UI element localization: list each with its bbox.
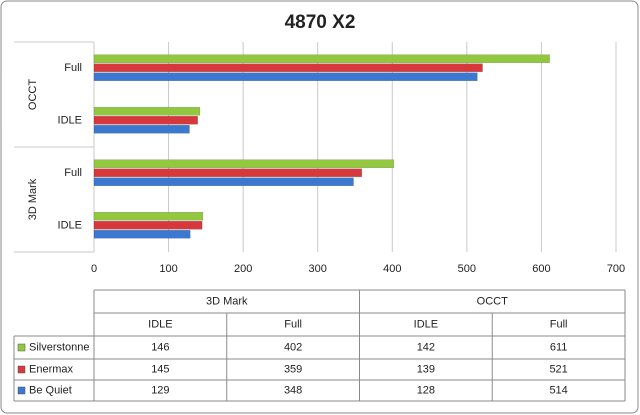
legend-label: Enermax [29, 363, 74, 375]
bar [93, 177, 354, 186]
table-value: 521 [549, 363, 567, 375]
x-tick-label: 400 [383, 263, 401, 275]
table-value: 145 [151, 363, 169, 375]
table-value: 402 [284, 341, 302, 353]
bar [93, 116, 198, 125]
table-value: 146 [151, 341, 169, 353]
x-tick-label: 200 [234, 263, 252, 275]
table-group-header: OCCT [477, 295, 508, 307]
x-tick-label: 600 [532, 263, 550, 275]
chart-title: 4870 X2 [285, 12, 356, 33]
category-label: IDLE [58, 220, 82, 232]
table-value: 348 [284, 384, 302, 396]
legend-key [17, 365, 26, 374]
table-category-header: Full [284, 318, 302, 330]
bar [93, 230, 191, 239]
table-value: 359 [284, 363, 302, 375]
table-value: 142 [417, 341, 435, 353]
legend-label: Silverstonne [29, 341, 90, 353]
bar [93, 212, 204, 221]
bar [93, 107, 201, 116]
category-label: IDLE [58, 115, 82, 127]
group-label: 3D Mark [27, 178, 39, 220]
bar [93, 168, 362, 177]
table-category-header: Full [550, 318, 568, 330]
x-tick-label: 0 [91, 263, 97, 275]
legend-label: Be Quiet [29, 384, 72, 396]
category-label: Full [64, 167, 82, 179]
bar [93, 72, 478, 81]
x-tick-label: 700 [607, 263, 625, 275]
legend-key [17, 343, 26, 352]
bar [93, 221, 203, 230]
legend-key [17, 386, 26, 395]
table-value: 129 [151, 384, 169, 396]
x-tick-label: 300 [309, 263, 327, 275]
table-group-header: 3D Mark [206, 295, 248, 307]
table-value: 514 [549, 384, 567, 396]
table-value: 611 [550, 341, 568, 353]
bar [93, 125, 190, 134]
bar [93, 63, 483, 72]
table-category-header: IDLE [148, 318, 172, 330]
bar [93, 54, 550, 63]
table-category-header: IDLE [414, 318, 438, 330]
x-tick-label: 100 [159, 263, 177, 275]
table-value: 128 [417, 384, 435, 396]
group-label: OCCT [27, 79, 39, 110]
x-tick-label: 500 [458, 263, 476, 275]
category-label: Full [64, 62, 82, 74]
table-value: 139 [417, 363, 435, 375]
bar [93, 159, 395, 168]
